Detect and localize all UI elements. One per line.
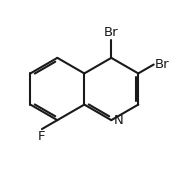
Text: Br: Br [104,26,119,39]
Text: F: F [37,130,45,143]
Text: N: N [113,114,123,127]
Text: Br: Br [155,58,170,71]
